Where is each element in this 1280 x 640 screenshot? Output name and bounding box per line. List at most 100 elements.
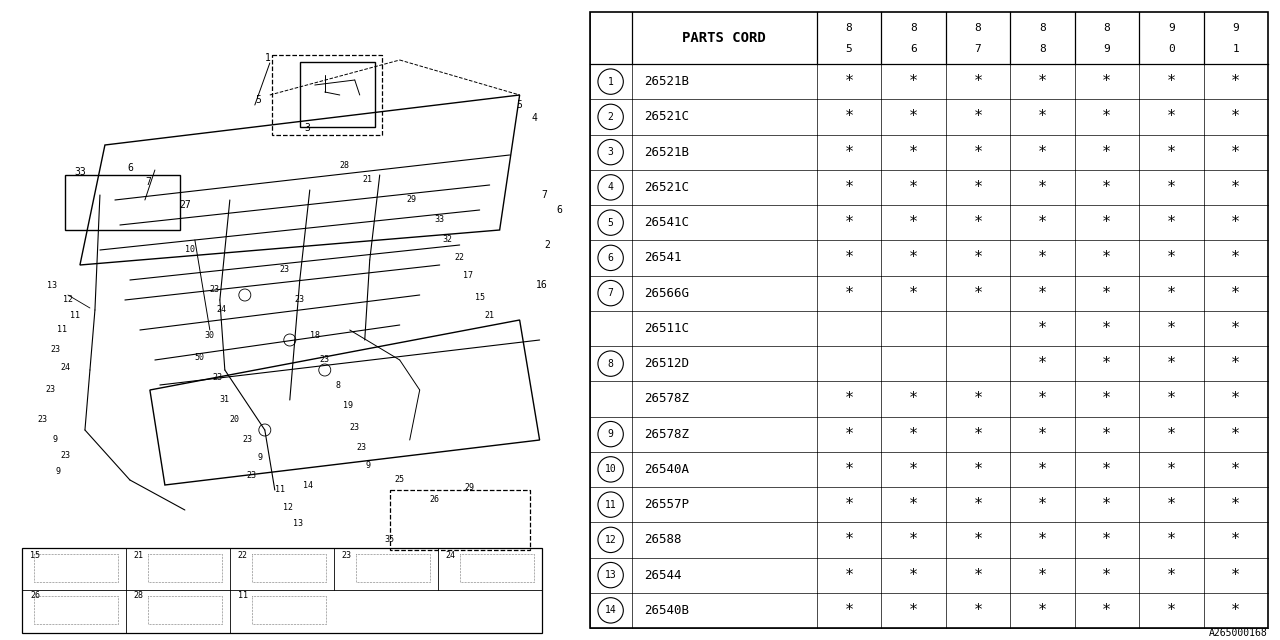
Text: 18: 18 bbox=[310, 330, 320, 339]
Text: *: * bbox=[1231, 427, 1240, 442]
Text: *: * bbox=[909, 497, 918, 512]
Text: 23: 23 bbox=[45, 385, 55, 394]
Text: *: * bbox=[1167, 180, 1176, 195]
Text: 26578Z: 26578Z bbox=[644, 392, 689, 405]
Text: 1: 1 bbox=[608, 77, 613, 86]
Text: *: * bbox=[909, 392, 918, 406]
Text: 14: 14 bbox=[604, 605, 617, 616]
Bar bbox=[252, 554, 326, 582]
Text: 7: 7 bbox=[974, 44, 982, 54]
Text: *: * bbox=[1038, 215, 1047, 230]
Text: *: * bbox=[1038, 603, 1047, 618]
Text: 25: 25 bbox=[394, 476, 404, 484]
Text: *: * bbox=[1167, 285, 1176, 301]
Text: 24: 24 bbox=[445, 552, 456, 561]
Text: *: * bbox=[845, 180, 854, 195]
Text: 1: 1 bbox=[1233, 44, 1239, 54]
Text: *: * bbox=[845, 532, 854, 547]
Text: 23: 23 bbox=[210, 285, 220, 294]
Text: *: * bbox=[1102, 215, 1111, 230]
Text: *: * bbox=[1167, 250, 1176, 266]
Text: 26544: 26544 bbox=[644, 568, 681, 582]
Text: *: * bbox=[973, 180, 983, 195]
Text: 13: 13 bbox=[604, 570, 617, 580]
Text: 23: 23 bbox=[294, 296, 305, 305]
Text: *: * bbox=[845, 109, 854, 124]
Text: *: * bbox=[1231, 215, 1240, 230]
Text: *: * bbox=[1102, 74, 1111, 89]
Text: *: * bbox=[909, 603, 918, 618]
Text: 26578Z: 26578Z bbox=[644, 428, 689, 440]
Text: *: * bbox=[1102, 462, 1111, 477]
Text: *: * bbox=[909, 215, 918, 230]
Text: *: * bbox=[1231, 497, 1240, 512]
Text: 22: 22 bbox=[454, 253, 465, 262]
Text: 35: 35 bbox=[385, 536, 394, 545]
Text: 5: 5 bbox=[608, 218, 613, 228]
Text: 13: 13 bbox=[293, 520, 303, 529]
Text: 8: 8 bbox=[1039, 44, 1046, 54]
Text: 5: 5 bbox=[846, 44, 852, 54]
Text: *: * bbox=[909, 427, 918, 442]
Text: 21: 21 bbox=[362, 175, 372, 184]
Text: 15: 15 bbox=[29, 552, 40, 561]
Bar bbox=[300, 62, 375, 127]
Text: 30: 30 bbox=[205, 330, 215, 339]
Text: 8: 8 bbox=[335, 381, 340, 390]
Text: 11: 11 bbox=[70, 310, 79, 319]
Text: 9: 9 bbox=[55, 467, 60, 477]
Text: *: * bbox=[1167, 74, 1176, 89]
Text: 5: 5 bbox=[255, 95, 261, 105]
Text: *: * bbox=[845, 427, 854, 442]
Text: *: * bbox=[1102, 603, 1111, 618]
Text: 2: 2 bbox=[608, 112, 613, 122]
Text: *: * bbox=[1038, 74, 1047, 89]
Text: *: * bbox=[1231, 462, 1240, 477]
Text: *: * bbox=[1167, 321, 1176, 336]
Text: *: * bbox=[1231, 532, 1240, 547]
Text: 26521B: 26521B bbox=[644, 146, 689, 159]
Text: 17: 17 bbox=[462, 271, 472, 280]
Text: 26521C: 26521C bbox=[644, 181, 689, 194]
Text: *: * bbox=[1167, 462, 1176, 477]
Text: A265000168: A265000168 bbox=[1210, 628, 1268, 638]
Text: *: * bbox=[1231, 568, 1240, 582]
Text: *: * bbox=[845, 392, 854, 406]
Text: 26512D: 26512D bbox=[644, 357, 689, 370]
Bar bbox=[65, 175, 180, 230]
Text: 11: 11 bbox=[56, 326, 67, 335]
Text: *: * bbox=[1102, 356, 1111, 371]
Text: *: * bbox=[1102, 145, 1111, 159]
Text: 29: 29 bbox=[465, 483, 475, 493]
Text: *: * bbox=[845, 74, 854, 89]
Text: *: * bbox=[1231, 603, 1240, 618]
Text: 24: 24 bbox=[216, 305, 227, 314]
Text: 21: 21 bbox=[134, 552, 143, 561]
Text: *: * bbox=[973, 250, 983, 266]
Text: PARTS CORD: PARTS CORD bbox=[682, 31, 765, 45]
Text: 9: 9 bbox=[1233, 22, 1239, 33]
Text: 31: 31 bbox=[220, 396, 230, 404]
Text: *: * bbox=[973, 392, 983, 406]
Text: *: * bbox=[1038, 180, 1047, 195]
Text: 23: 23 bbox=[349, 424, 360, 433]
Text: *: * bbox=[1167, 145, 1176, 159]
Text: 26588: 26588 bbox=[644, 533, 681, 547]
Text: 26540A: 26540A bbox=[644, 463, 689, 476]
Text: *: * bbox=[1038, 321, 1047, 336]
Text: 4: 4 bbox=[608, 182, 613, 193]
Text: 22: 22 bbox=[238, 552, 248, 561]
Text: *: * bbox=[1102, 321, 1111, 336]
Text: 6: 6 bbox=[608, 253, 613, 263]
Text: 50: 50 bbox=[195, 353, 205, 362]
Text: *: * bbox=[1231, 250, 1240, 266]
Text: 9: 9 bbox=[1103, 44, 1110, 54]
Text: *: * bbox=[973, 568, 983, 582]
Text: *: * bbox=[1038, 462, 1047, 477]
Text: 8: 8 bbox=[1103, 22, 1110, 33]
Text: 3: 3 bbox=[305, 123, 311, 133]
Text: 8: 8 bbox=[608, 358, 613, 369]
Text: 11: 11 bbox=[238, 591, 248, 600]
Text: 20: 20 bbox=[230, 415, 239, 424]
Text: *: * bbox=[973, 603, 983, 618]
